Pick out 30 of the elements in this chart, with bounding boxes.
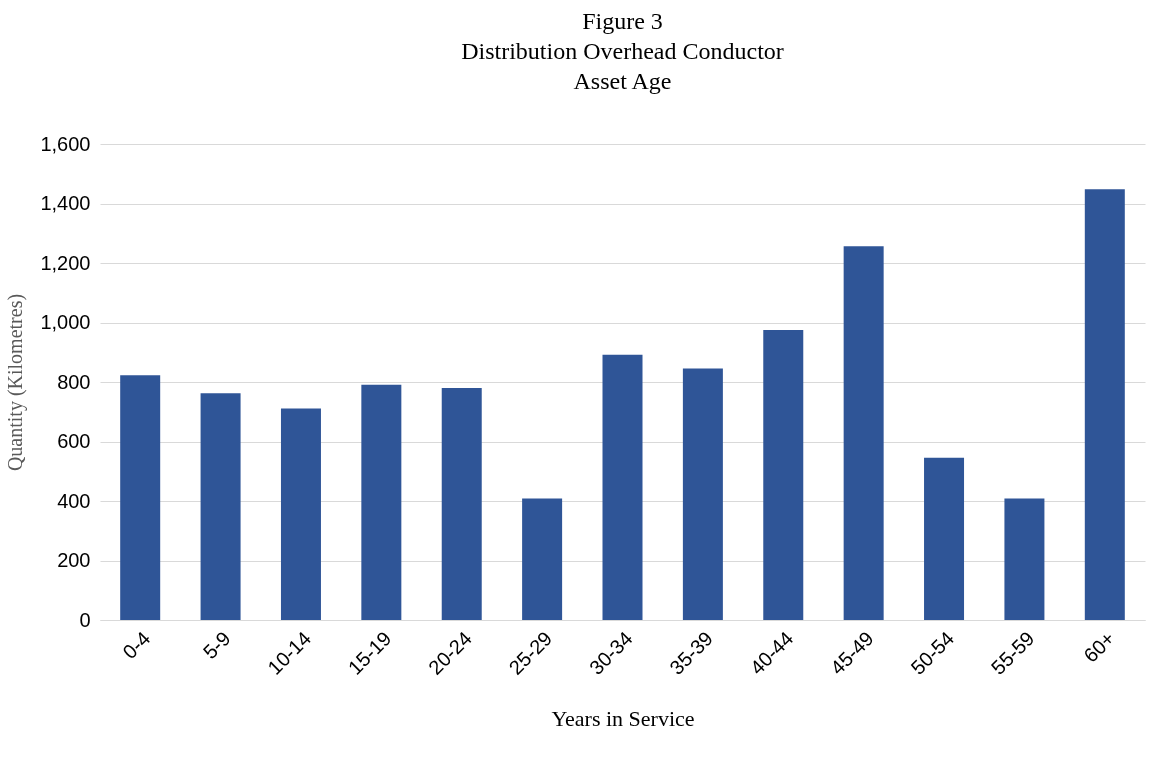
bar — [602, 354, 643, 620]
bar — [120, 375, 161, 620]
y-tick-label: 200 — [57, 549, 91, 571]
y-tick-label: 600 — [57, 430, 91, 452]
y-tick-label: 0 — [79, 608, 91, 631]
bar — [522, 498, 563, 620]
y-tick-label: 1,400 — [40, 192, 91, 214]
x-tick-label: 5-9 — [198, 627, 235, 664]
text: Distribution Overhead Conductor — [461, 38, 784, 64]
text: Asset Age — [573, 68, 672, 94]
text: Figure 3 — [582, 8, 663, 34]
bar — [280, 408, 321, 620]
y-axis-title: Quantity (Kilometres) — [4, 293, 28, 472]
y-tick-label: 1,200 — [40, 251, 91, 274]
y-tick-label: 800 — [57, 370, 91, 393]
bar — [200, 393, 241, 620]
bar — [682, 368, 723, 620]
bar — [1004, 498, 1045, 620]
y-tick-label: 1,600 — [40, 132, 91, 155]
x-tick-label: 0-4 — [118, 627, 155, 664]
bar — [763, 329, 804, 620]
y-tick-label: 1,000 — [40, 311, 91, 333]
y-tick-label: 400 — [57, 489, 91, 512]
bar — [924, 457, 965, 620]
bar — [441, 387, 482, 620]
bar — [1084, 189, 1125, 620]
bar — [361, 384, 402, 620]
x-tick-label: 60+ — [1079, 627, 1119, 667]
x-axis-title: Years in Service — [551, 705, 695, 731]
bar — [843, 246, 884, 620]
